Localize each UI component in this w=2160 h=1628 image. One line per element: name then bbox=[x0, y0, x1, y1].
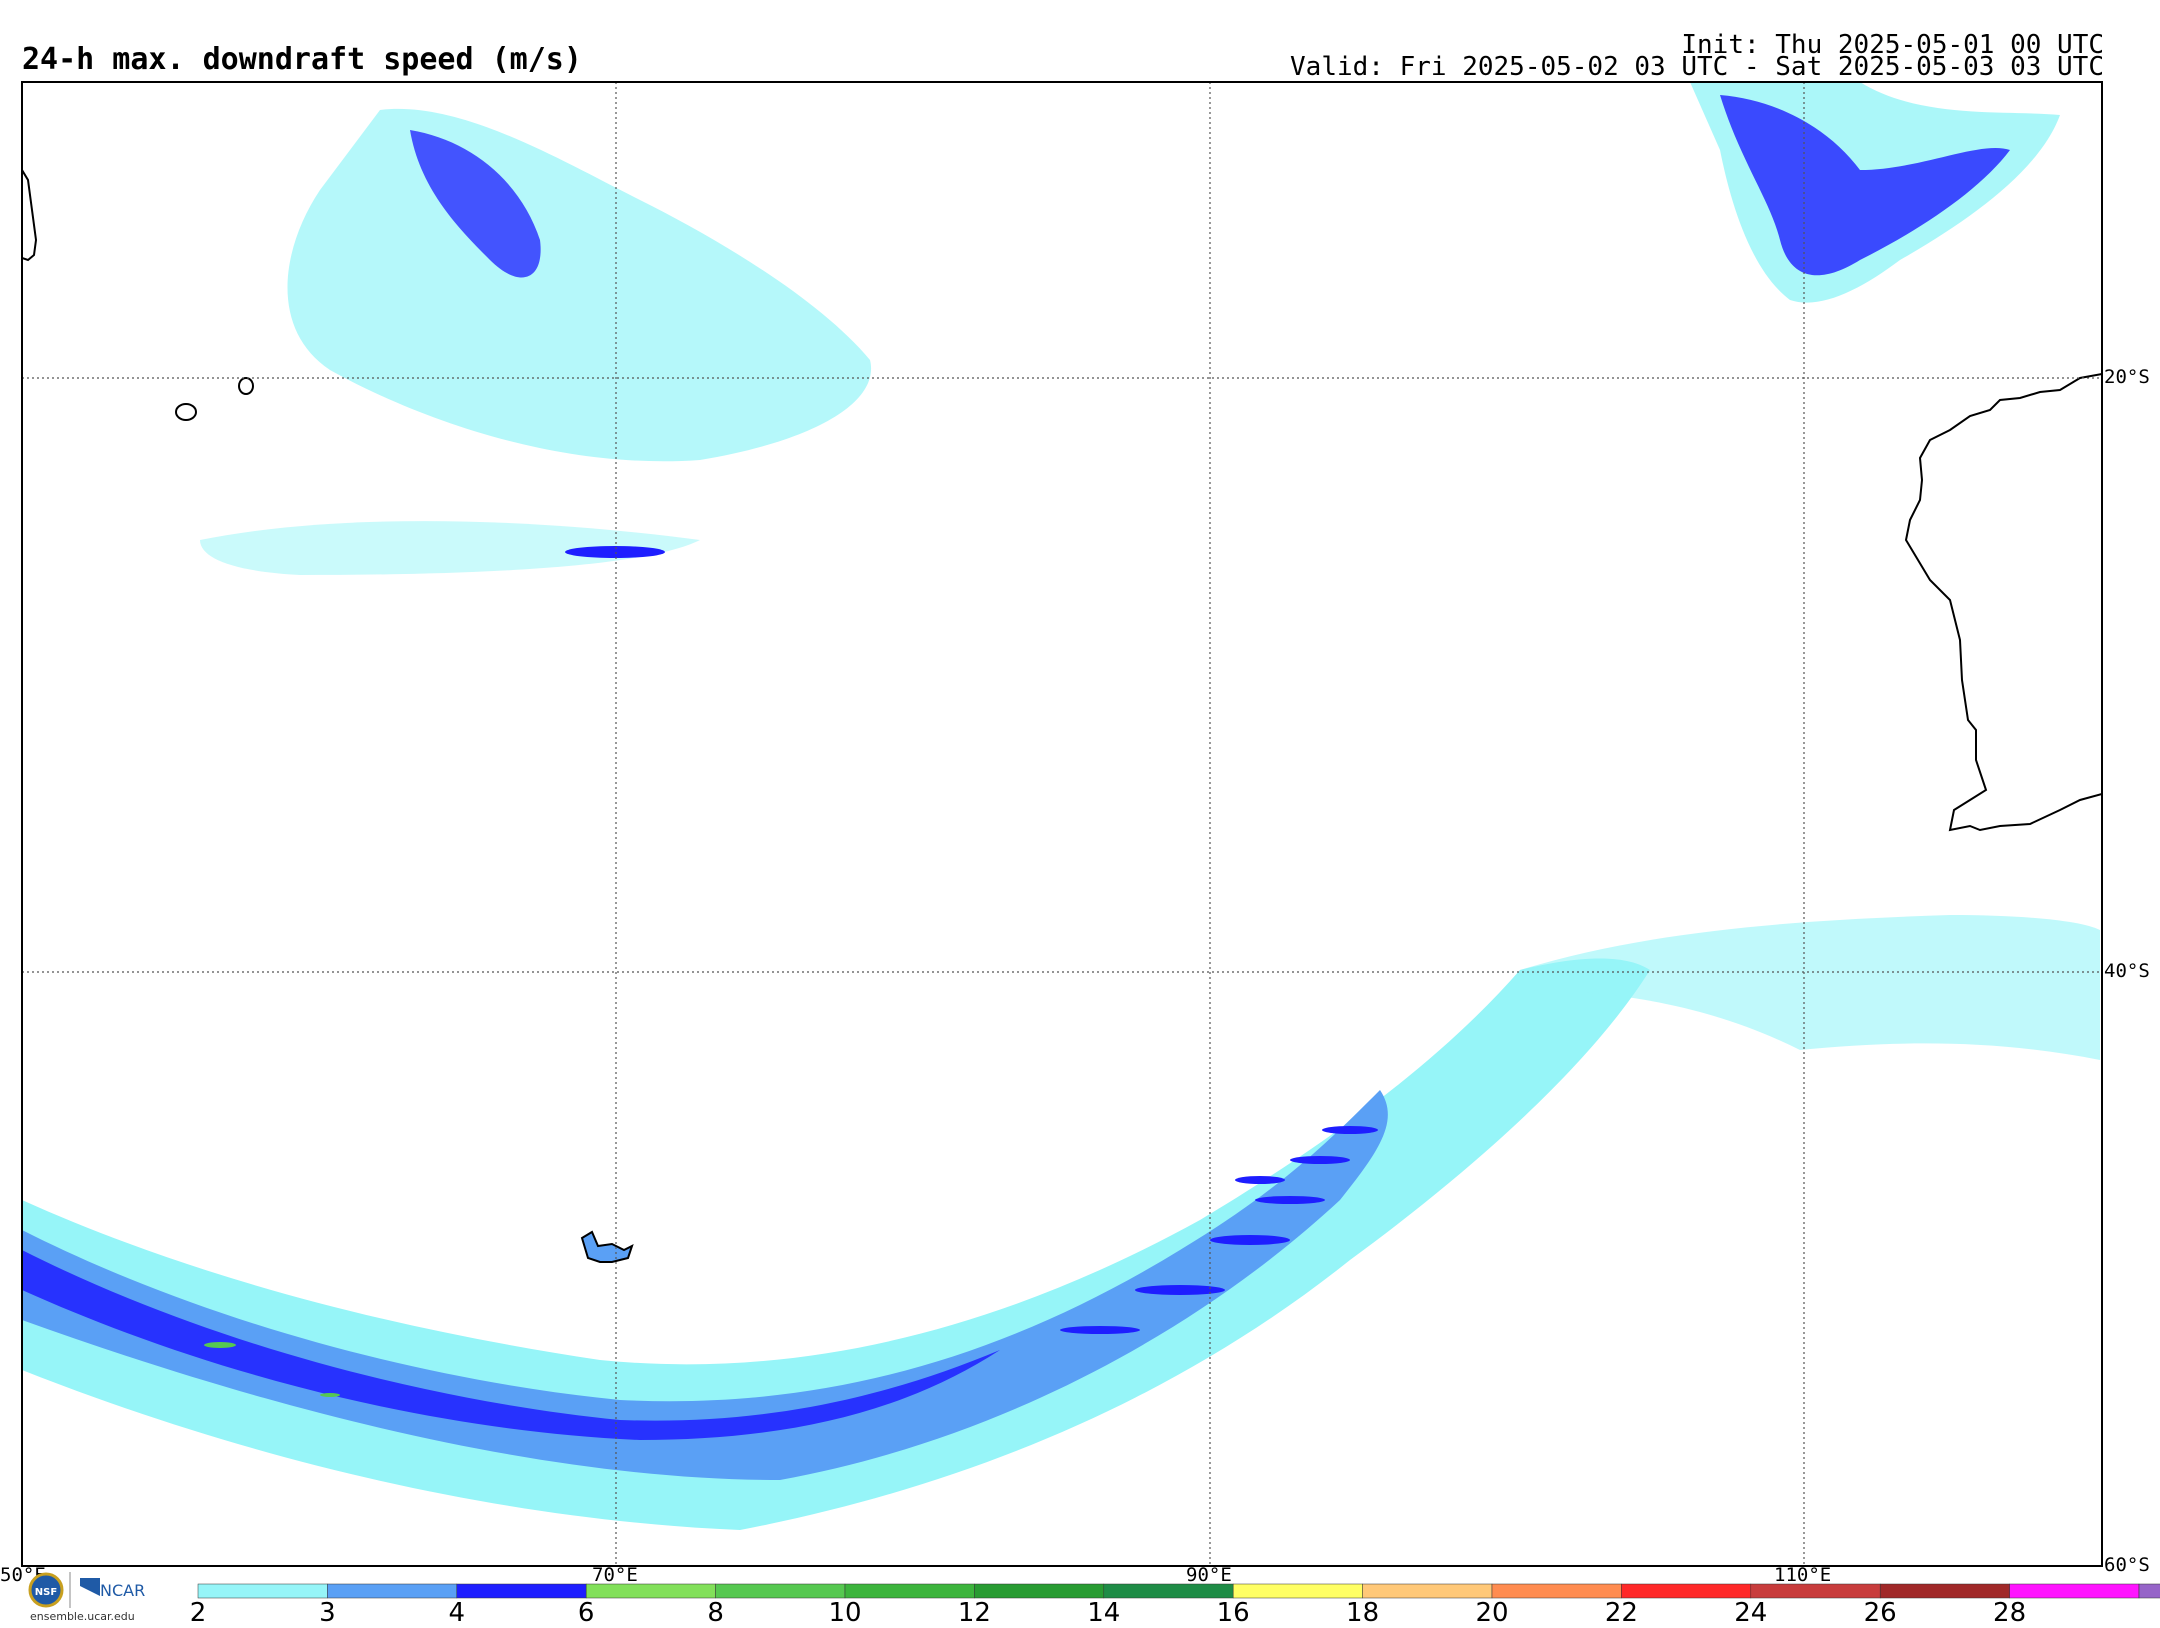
lat-label-60s: 60°S bbox=[2104, 1554, 2150, 1576]
nsf-ncar-logo: NSF NCAR bbox=[28, 1572, 145, 1608]
nsf-logo-text: NSF bbox=[35, 1587, 57, 1598]
chart-title: 24-h max. downdraft speed (m/s) bbox=[22, 42, 582, 77]
colorbar-tick-label: 2 bbox=[189, 1598, 207, 1628]
colorbar-segment bbox=[1750, 1583, 1881, 1599]
colorbar-segment bbox=[844, 1583, 975, 1599]
downdraft-streaks-green bbox=[204, 1342, 340, 1397]
colorbar-tick-label: 10 bbox=[828, 1598, 862, 1628]
reunion-island bbox=[175, 403, 197, 421]
colorbar-tick-label: 16 bbox=[1216, 1598, 1250, 1628]
colorbar-segment bbox=[1879, 1583, 2010, 1599]
downdraft-field-ne-blue bbox=[1720, 95, 2010, 276]
colorbar bbox=[197, 1583, 2160, 1599]
colorbar-segment bbox=[1103, 1583, 1234, 1599]
colorbar-tick-label: 12 bbox=[957, 1598, 991, 1628]
downdraft-field-nw-trail bbox=[200, 521, 700, 575]
lon-label-110e: 110°E bbox=[1774, 1564, 1832, 1586]
colorbar-tick-label: 4 bbox=[448, 1598, 466, 1628]
lon-label-90e: 90°E bbox=[1186, 1564, 1232, 1586]
graticule bbox=[22, 82, 2102, 1566]
downdraft-field-nw bbox=[287, 108, 872, 462]
colorbar-segment bbox=[456, 1583, 587, 1599]
colorbar-segment bbox=[327, 1583, 458, 1599]
colorbar-segment bbox=[715, 1583, 846, 1599]
ncar-flag-icon bbox=[80, 1578, 100, 1596]
nsf-globe-icon bbox=[28, 1572, 64, 1608]
colorbar-segment bbox=[2009, 1583, 2140, 1599]
lat-label-20s: 20°S bbox=[2104, 366, 2150, 388]
colorbar-tick-label: 24 bbox=[1734, 1598, 1768, 1628]
mauritius-island bbox=[238, 377, 254, 395]
downdraft-cell bbox=[565, 546, 665, 558]
colorbar-segment bbox=[1621, 1583, 1752, 1599]
australia-coast bbox=[1904, 373, 2102, 832]
colorbar-tick-label: 8 bbox=[707, 1598, 724, 1628]
colorbar-tick-label: 22 bbox=[1604, 1598, 1638, 1628]
colorbar-tick-label: 28 bbox=[1993, 1598, 2027, 1628]
colorbar-segment bbox=[1362, 1583, 1493, 1599]
colorbar-segment bbox=[197, 1583, 328, 1599]
colorbar-segment bbox=[585, 1583, 716, 1599]
colorbar-segment bbox=[974, 1583, 1105, 1599]
init-time: Init: Thu 2025-05-01 00 UTC bbox=[1681, 30, 2104, 60]
downdraft-field-nw-blue bbox=[410, 130, 541, 278]
madagascar-coast bbox=[22, 169, 38, 262]
colorbar-tick-label: 14 bbox=[1087, 1598, 1121, 1628]
ncar-logo-text: NCAR bbox=[100, 1581, 145, 1600]
colorbar-tick-label: 18 bbox=[1346, 1598, 1380, 1628]
colorbar-tick-label: 6 bbox=[577, 1598, 595, 1628]
colorbar-segment bbox=[1491, 1583, 1622, 1599]
colorbar-segment bbox=[1232, 1583, 1363, 1599]
colorbar-segment bbox=[2138, 1583, 2160, 1599]
colorbar-tick-label: 26 bbox=[1863, 1598, 1897, 1628]
colorbar-tick-label: 3 bbox=[319, 1598, 336, 1628]
ensemble-url: ensemble.ucar.edu bbox=[30, 1610, 135, 1623]
valid-time: Valid: Fri 2025-05-02 03 UTC - Sat 2025-… bbox=[1290, 52, 2104, 82]
downdraft-streaks bbox=[1060, 1126, 1378, 1334]
colorbar-tick-label: 20 bbox=[1475, 1598, 1509, 1628]
downdraft-field-light-ne bbox=[1520, 915, 2100, 1060]
map-frame bbox=[21, 81, 2103, 1567]
lat-label-40s: 40°S bbox=[2104, 960, 2150, 982]
lon-label-70e: 70°E bbox=[592, 1564, 638, 1586]
kerguelen-islands bbox=[580, 1230, 634, 1263]
